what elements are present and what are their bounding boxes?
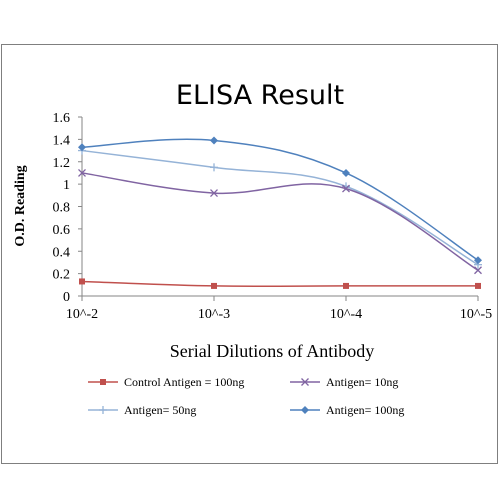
axes-group: 0 0.2 0.4 0.6 0.8 1 1.2 1.4 1.6 10^-2 10^-3 10^-4 10… [53, 111, 493, 322]
data-point-series-0-3 [475, 282, 481, 289]
series-line-2 [81, 149, 479, 266]
legend-label: Antigen= 100ng [326, 403, 404, 417]
x-tick-label: 10^-3 [198, 307, 230, 322]
data-point-series-3-0 [78, 143, 86, 152]
x-tick-label: 10^-5 [460, 307, 492, 322]
legend-marker [301, 406, 309, 414]
chart-title: ELISA Result [176, 80, 344, 111]
y-tick-label: 0.2 [53, 268, 71, 283]
legend-item-3: Antigen= 100ng [290, 403, 404, 417]
data-point-series-1-3 [474, 266, 482, 275]
data-point-series-3-1 [210, 136, 218, 145]
legend-item-1: Antigen= 10ng [290, 375, 398, 389]
x-tick-label: 10^-4 [330, 307, 362, 322]
data-point-series-2-1 [210, 163, 218, 172]
legend-label: Control Antigen = 100ng [124, 375, 244, 389]
y-tick-label: 1.4 [53, 133, 71, 148]
y-tick-label: 1 [63, 178, 70, 193]
data-point-series-1-0 [78, 168, 86, 177]
legend-marker [301, 378, 309, 386]
data-point-series-3-3 [474, 256, 482, 265]
legend-label: Antigen= 10ng [326, 375, 398, 389]
y-tick-label: 1.2 [53, 156, 71, 171]
y-axis-label: O.D. Reading [13, 165, 28, 246]
series-group [78, 136, 482, 289]
data-point-series-1-2 [342, 184, 350, 193]
legend-item-2: Antigen= 50ng [88, 403, 196, 417]
data-point-series-0-0 [79, 278, 85, 285]
data-point-series-1-1 [210, 189, 218, 198]
y-tick-label: 0.4 [53, 245, 71, 260]
legend-item-0: Control Antigen = 100ng [88, 375, 244, 389]
data-point-series-0-1 [211, 282, 217, 289]
series-line-0 [81, 280, 478, 288]
legend-label: Antigen= 50ng [124, 403, 196, 417]
legend: Control Antigen = 100ng Antigen= 10ng Anti… [88, 375, 404, 417]
y-tick-label: 0.8 [53, 201, 71, 216]
data-point-series-0-2 [343, 282, 349, 289]
y-tick-label: 1.6 [53, 111, 71, 126]
chart-frame [1, 44, 498, 464]
x-axis-label: Serial Dilutions of Antibody [170, 341, 375, 361]
legend-marker [99, 406, 107, 414]
legend-marker [100, 379, 106, 385]
y-tick-label: 0.6 [53, 223, 71, 238]
y-tick-label: 0 [63, 290, 70, 305]
series-line-3 [81, 138, 479, 261]
series-line-1 [81, 172, 479, 271]
x-tick-label: 10^-2 [66, 307, 98, 322]
data-point-series-3-2 [342, 168, 350, 177]
